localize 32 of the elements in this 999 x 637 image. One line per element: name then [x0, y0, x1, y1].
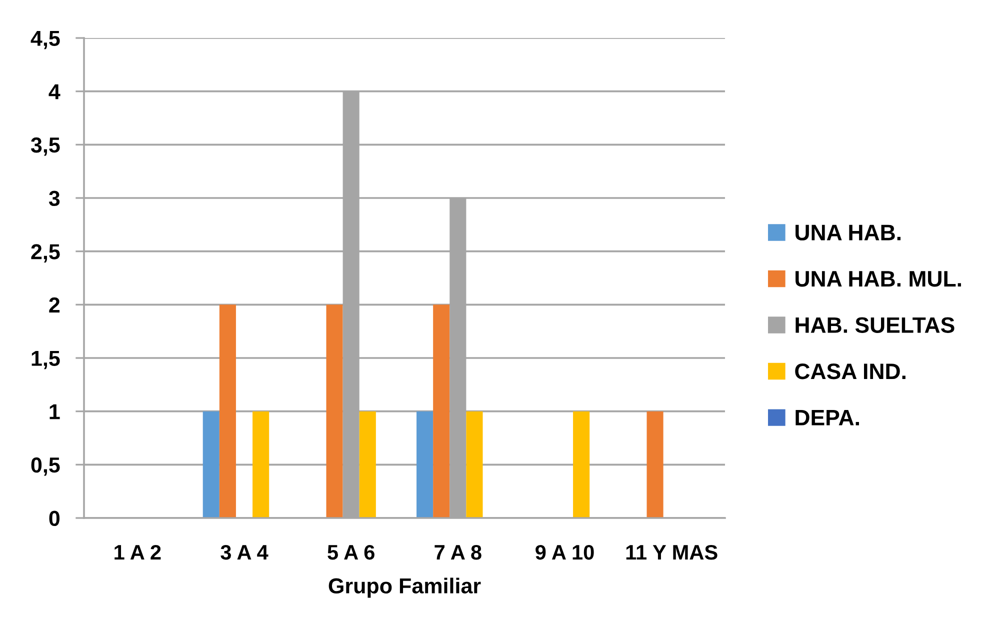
x-axis-title: Grupo Familiar — [328, 578, 481, 598]
bar — [433, 304, 450, 518]
x-tick-label: 1 A 2 — [114, 544, 161, 560]
bar — [416, 411, 434, 518]
y-tick-label: 1,5 — [32, 350, 60, 370]
legend-label: HAB. SUELTAS — [796, 317, 954, 333]
y-tick-label: 0,5 — [31, 457, 60, 476]
y-tick-label: 2,5 — [31, 244, 60, 262]
legend-label: UNA HAB. MUL. — [796, 271, 961, 287]
y-tick-label: 4,5 — [30, 30, 60, 50]
y-tick-label: 0 — [49, 510, 60, 526]
bar — [219, 304, 236, 518]
y-tick-label: 2 — [49, 297, 60, 312]
x-tick-label: 7 A 8 — [434, 544, 482, 560]
bar — [359, 411, 376, 518]
y-tick-label: 1 — [50, 404, 60, 420]
bar — [326, 304, 343, 518]
x-tick-label: 9 A 10 — [536, 544, 594, 560]
bar — [646, 411, 664, 518]
legend-label: UNA HAB. — [796, 224, 900, 240]
bar — [466, 411, 483, 518]
x-tick-label: 11 Y MAS — [626, 544, 718, 560]
bar — [573, 411, 590, 518]
legend-label: CASA IND. — [795, 364, 906, 380]
y-tick-label: 3,5 — [30, 137, 60, 156]
legend-label: DEPA. — [796, 410, 859, 426]
y-tick-label: 4 — [48, 84, 60, 100]
y-tick-label: 3 — [48, 190, 60, 206]
x-tick-label: 5 A 6 — [328, 544, 374, 560]
bar — [252, 411, 270, 518]
x-tick-label: 3 A 4 — [220, 544, 268, 560]
bar — [202, 411, 220, 518]
